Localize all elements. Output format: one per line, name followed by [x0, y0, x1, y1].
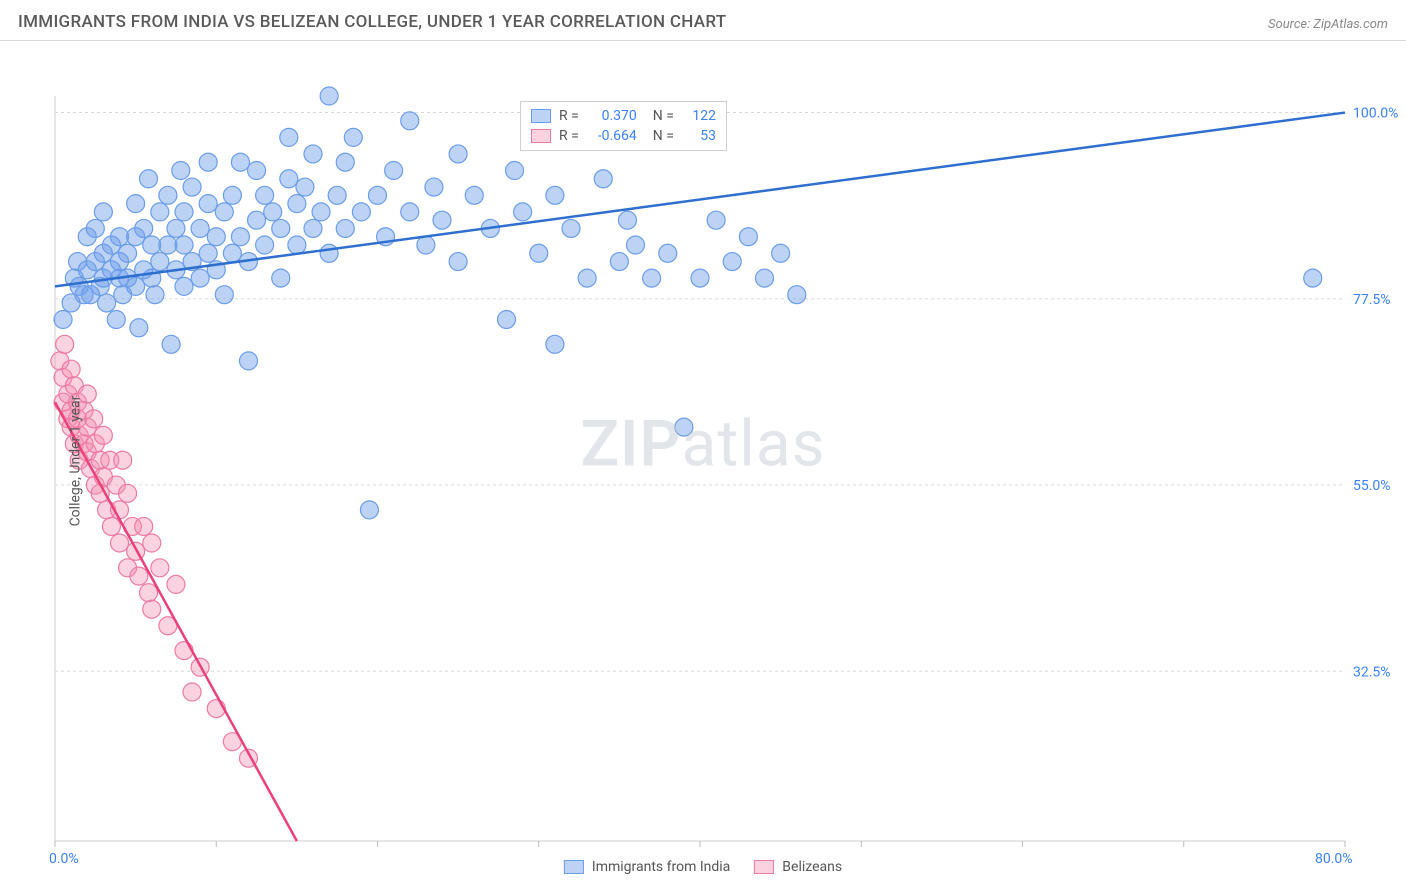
n-value: 122	[682, 108, 716, 124]
legend-swatch	[531, 109, 551, 123]
chart-title: IMMIGRANTS FROM INDIA VS BELIZEAN COLLEG…	[18, 12, 726, 32]
legend-stats-row: R = 0.370 N = 122	[531, 106, 716, 126]
chart-container: College, Under 1 year 32.5% 55.0% 77.5% 100…	[0, 41, 1406, 881]
scatter-chart: 32.5% 55.0% 77.5% 100.0%	[0, 41, 1406, 881]
series-legend: Immigrants from India Belizeans	[564, 859, 842, 875]
legend-label: Immigrants from India	[592, 859, 730, 875]
r-value: -0.664	[587, 128, 637, 144]
r-label: R =	[559, 108, 579, 124]
n-value: 53	[682, 128, 716, 144]
source-attribution: Source: ZipAtlas.com	[1268, 17, 1388, 32]
legend-item: Belizeans	[754, 859, 842, 875]
header: IMMIGRANTS FROM INDIA VS BELIZEAN COLLEG…	[0, 0, 1406, 41]
r-label: R =	[559, 128, 579, 144]
legend-swatch	[564, 860, 584, 874]
x-axis-max-label: 80.0%	[1315, 851, 1353, 867]
legend-swatch	[531, 129, 551, 143]
legend-swatch	[754, 860, 774, 874]
svg-text:100.0%: 100.0%	[1353, 106, 1398, 122]
n-label: N =	[653, 128, 674, 144]
y-axis-label: College, Under 1 year	[67, 396, 83, 527]
svg-text:77.5%: 77.5%	[1353, 292, 1391, 308]
svg-text:55.0%: 55.0%	[1353, 478, 1391, 494]
x-axis-min-label: 0.0%	[49, 851, 79, 867]
svg-text:32.5%: 32.5%	[1353, 664, 1391, 680]
n-label: N =	[653, 108, 674, 124]
legend-item: Immigrants from India	[564, 859, 730, 875]
legend-label: Belizeans	[782, 859, 842, 875]
legend-stats-row: R = -0.664 N = 53	[531, 126, 716, 146]
r-value: 0.370	[587, 108, 637, 124]
correlation-legend: R = 0.370 N = 122 R = -0.664 N = 53	[520, 101, 727, 151]
